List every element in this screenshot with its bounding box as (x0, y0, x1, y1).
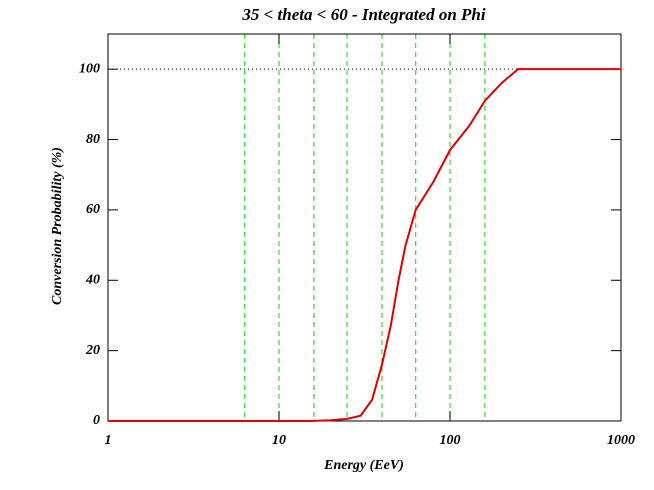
y-tick-label: 80 (86, 132, 100, 147)
plot-frame (107, 33, 622, 422)
data-line (108, 68, 621, 422)
y-tick-label: 0 (93, 413, 100, 428)
x-tick-label: 1000 (607, 433, 635, 448)
x-tick-label: 1 (105, 433, 112, 448)
y-tick-label: 100 (79, 61, 100, 76)
x-axis-label: Energy (EeV) (323, 458, 404, 473)
x-tick-label: 10 (272, 433, 286, 448)
y-tick-label: 20 (85, 343, 100, 358)
y-axis-label: Conversion Probability (%) (50, 147, 65, 305)
x-tick-label: 100 (440, 433, 461, 448)
y-tick-label: 60 (86, 202, 100, 217)
y-tick-label: 40 (85, 272, 100, 287)
chart-title: 35 < theta < 60 - Integrated on Phi (241, 5, 485, 24)
